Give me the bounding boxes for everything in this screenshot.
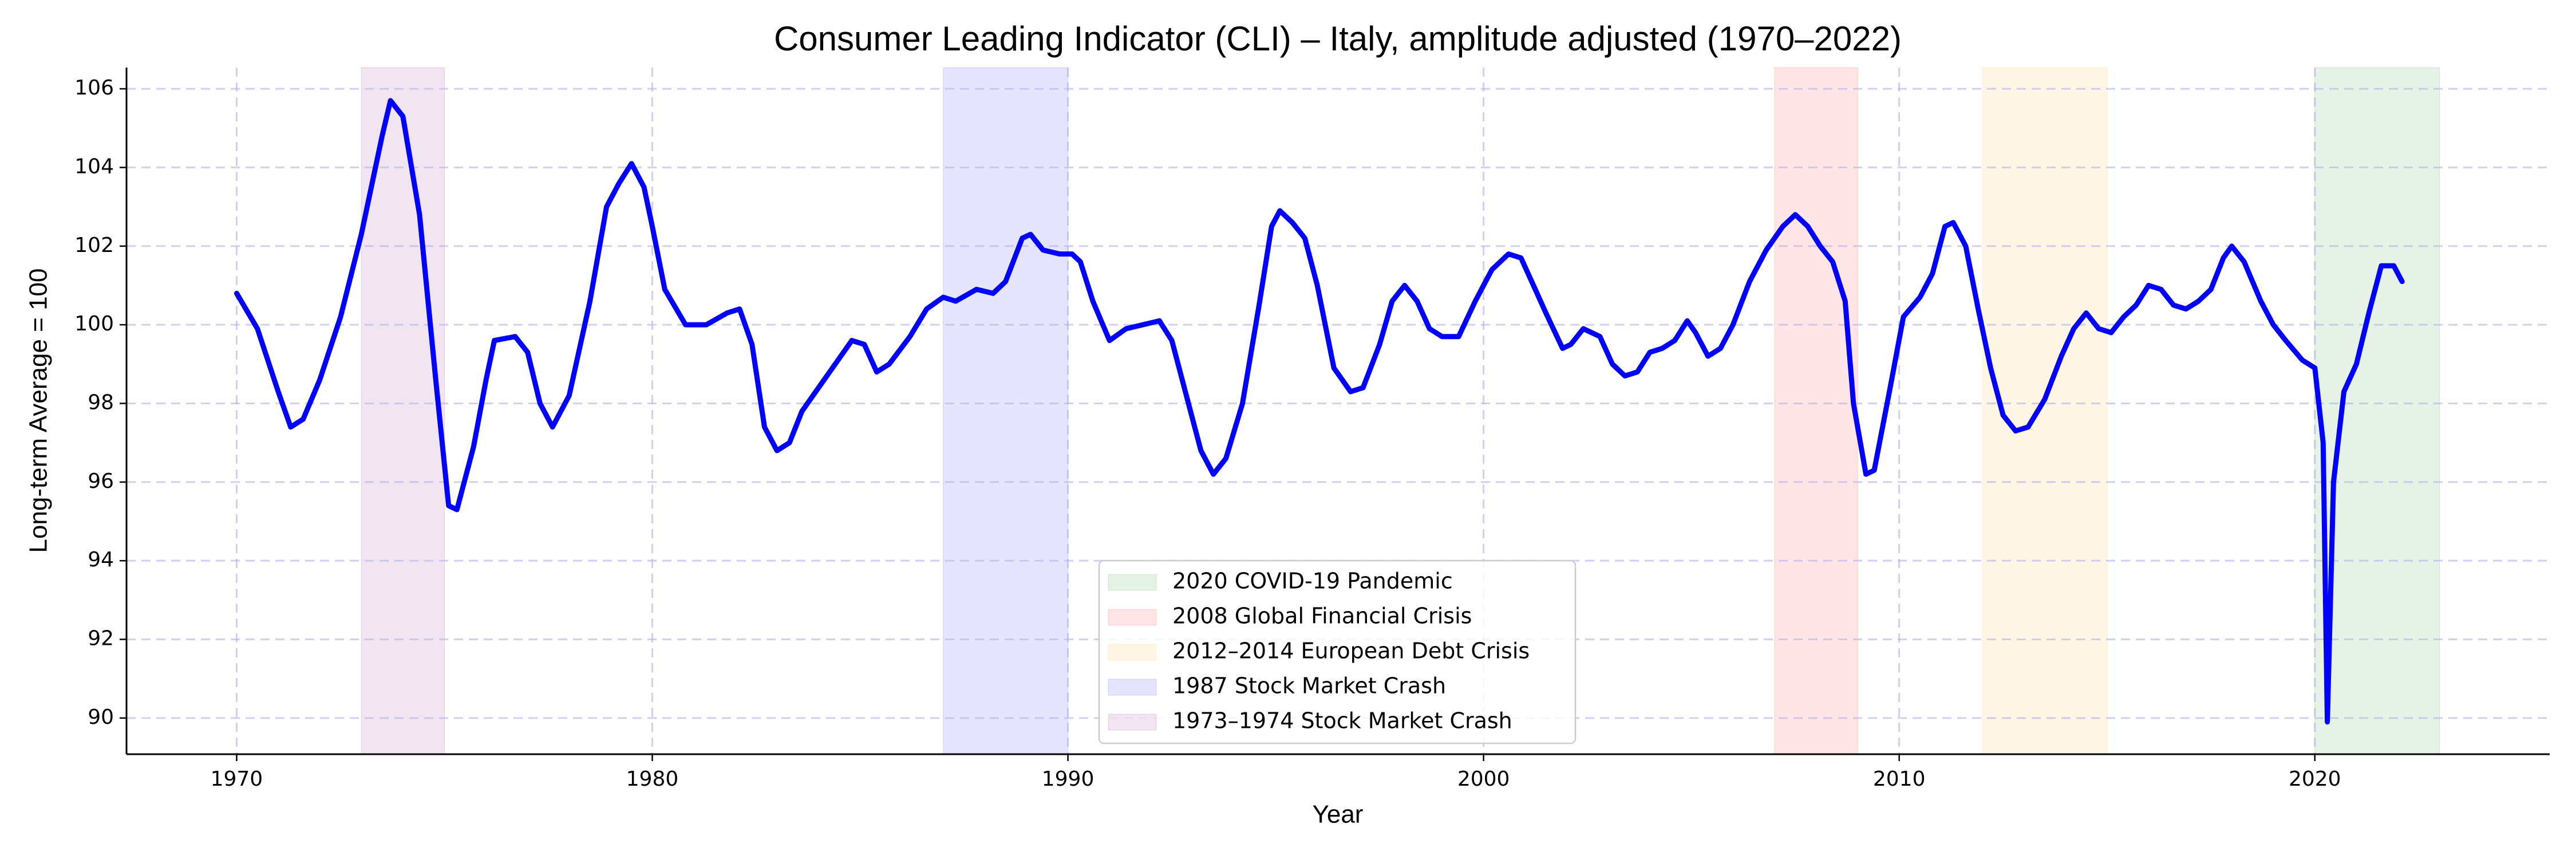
y-tick-label: 94 bbox=[88, 548, 114, 572]
y-tick-label: 96 bbox=[88, 470, 114, 493]
legend-swatch bbox=[1108, 644, 1157, 661]
chart-title: Consumer Leading Indicator (CLI) – Italy… bbox=[774, 19, 1902, 58]
x-tick-label: 2010 bbox=[1873, 767, 1926, 791]
x-axis-label: Year bbox=[1313, 801, 1364, 829]
x-tick-label: 1990 bbox=[1042, 767, 1095, 791]
y-tick-label: 100 bbox=[74, 312, 114, 336]
legend-swatch bbox=[1108, 714, 1157, 731]
legend-label: 2020 COVID-19 Pandemic bbox=[1172, 569, 1453, 594]
legend-box bbox=[1098, 559, 1577, 744]
x-tick-label: 2000 bbox=[1457, 767, 1510, 791]
shaded-span bbox=[943, 67, 1069, 755]
legend-label: 1973–1974 Stock Market Crash bbox=[1172, 708, 1512, 734]
y-tick-label: 90 bbox=[88, 706, 114, 729]
legend-label: 1987 Stock Market Crash bbox=[1172, 673, 1446, 699]
legend-label: 2008 Global Financial Crisis bbox=[1172, 604, 1472, 629]
y-axis-label: Long-term Average = 100 bbox=[25, 269, 53, 553]
y-tick-label: 102 bbox=[74, 234, 114, 257]
shaded-span bbox=[1774, 67, 1858, 755]
y-tick-label: 98 bbox=[88, 391, 114, 414]
legend-swatch bbox=[1108, 679, 1157, 696]
y-tick-label: 106 bbox=[74, 76, 114, 100]
legend-label: 2012–2014 European Debt Crisis bbox=[1172, 639, 1530, 664]
y-tick-label: 104 bbox=[74, 155, 114, 178]
legend-swatch bbox=[1108, 574, 1157, 591]
shaded-span bbox=[2314, 67, 2440, 755]
legend-swatch bbox=[1108, 609, 1157, 626]
y-tick-label: 92 bbox=[88, 626, 114, 650]
x-tick-label: 2020 bbox=[2289, 767, 2341, 791]
x-tick-label: 1980 bbox=[626, 767, 679, 791]
x-tick-label: 1970 bbox=[211, 767, 263, 791]
data-line bbox=[234, 98, 2405, 725]
